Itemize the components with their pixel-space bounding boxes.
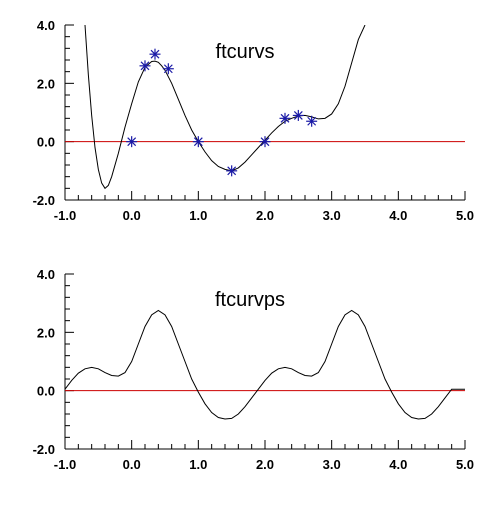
data-point-marker [162, 63, 174, 75]
fitted-curve [65, 309, 465, 420]
x-tick-label: 4.0 [389, 208, 407, 223]
marker-stroke [163, 64, 173, 74]
y-tick-label: 4.0 [37, 267, 55, 282]
data-point-marker [226, 165, 238, 177]
x-tick-label: 5.0 [456, 208, 474, 223]
y-tick-label: 2.0 [37, 325, 55, 340]
marker-stroke [127, 137, 137, 147]
data-point-marker [292, 109, 304, 121]
marker-stroke [140, 61, 150, 71]
y-tick-label: -2.0 [33, 193, 55, 208]
data-point-marker [259, 136, 271, 148]
data-point-marker [279, 112, 291, 124]
x-tick-label: 5.0 [456, 457, 474, 472]
marker-stroke [193, 137, 203, 147]
data-point-marker [149, 48, 161, 60]
x-tick-label: -1.0 [54, 457, 76, 472]
y-tick-label: 0.0 [37, 384, 55, 399]
x-tick-label: 3.0 [323, 457, 341, 472]
data-point-marker [126, 136, 138, 148]
chart-title: ftcurvps [215, 289, 285, 311]
x-tick-label: 1.0 [189, 208, 207, 223]
x-tick-label: 0.0 [123, 208, 141, 223]
chart-panel-2: -1.0 0.0 1.0 2.0 3.0 4.0 5.0 -2.0 0.0 2.0 4.0 ftcur… [33, 267, 474, 472]
x-tick-label: -1.0 [54, 208, 76, 223]
chart-title: ftcurvs [216, 41, 275, 63]
x-tick-label: 4.0 [389, 457, 407, 472]
marker-stroke [307, 116, 317, 126]
x-tick-label: 2.0 [256, 208, 274, 223]
y-tick-label: 4.0 [37, 18, 55, 33]
marker-stroke [227, 166, 237, 176]
y-tick-label: 2.0 [37, 76, 55, 91]
marker-stroke [280, 113, 290, 123]
y-tick-label: 0.0 [37, 135, 55, 150]
x-tick-label: 0.0 [123, 457, 141, 472]
x-tick-label: 1.0 [189, 457, 207, 472]
x-tick-label: 2.0 [256, 457, 274, 472]
x-tick-label: 3.0 [323, 208, 341, 223]
marker-stroke [260, 137, 270, 147]
data-point-marker [139, 60, 151, 72]
chart-panel-1: -1.0 0.0 1.0 2.0 3.0 4.0 5.0 -2.0 0.0 2.0 4.0 ftcur… [33, 18, 474, 223]
data-point-marker [192, 136, 204, 148]
y-tick-label: -2.0 [33, 442, 55, 457]
marker-stroke [150, 49, 160, 59]
marker-stroke [293, 110, 303, 120]
data-point-marker [306, 115, 318, 127]
